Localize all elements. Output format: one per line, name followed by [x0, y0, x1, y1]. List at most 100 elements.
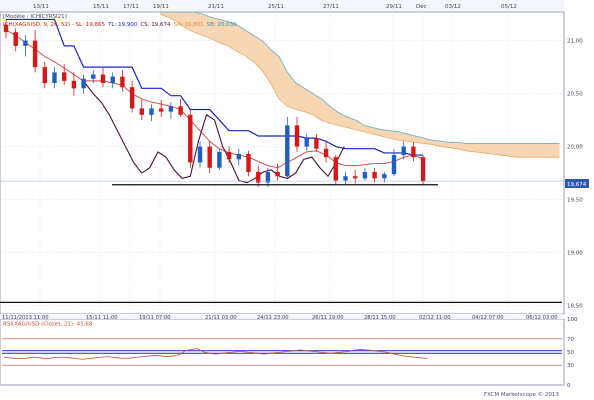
bottom-date-label: 04/12 07:00 [472, 315, 504, 321]
rsi-line [3, 348, 428, 360]
y-tick-label: 21,00 [567, 39, 583, 45]
candle-body [275, 172, 280, 177]
legend-cs: CS: 19,674 [140, 22, 171, 28]
candle-body [32, 40, 38, 68]
bottom-date-label: 24/11 23:00 [257, 315, 289, 321]
bottom-date-label: 11/11/2013 11:00 [2, 315, 49, 321]
last-price-marker [565, 179, 589, 188]
candle-body [52, 72, 57, 83]
rsi-plot [2, 338, 562, 366]
grid [2, 12, 562, 314]
top-date-label: 13/11 [33, 4, 49, 10]
legend-ichimoku-sl: ICH(XAG/USD, 9, 26, 52) - SL: 19,865 [3, 22, 106, 28]
legend-sb: SB: 20,030 [207, 22, 238, 28]
candle-body [129, 87, 135, 109]
senkou-b-line [160, 11, 560, 144]
candle-body [353, 176, 358, 179]
rsi-tick-label: 50 [567, 350, 574, 356]
candle-body [265, 172, 271, 183]
top-date-label: 05/12 [501, 4, 517, 10]
top-date-label: 29/11 [386, 4, 402, 10]
rsi-tick-label: 100 [567, 317, 578, 323]
candle-body [3, 24, 9, 33]
candle-body [217, 151, 222, 168]
legend-ichimoku: ICH(XAG/USD, 9, 26, 52) - SL: 19,865 TL: … [3, 22, 237, 28]
candle-body [159, 108, 164, 112]
chikou-line [84, 82, 345, 184]
horizontal-levels [0, 180, 564, 303]
bottom-date-label: 28/11 15:00 [364, 315, 396, 321]
candle-body [362, 172, 368, 179]
bottom-date-label: 15/11 11:00 [86, 315, 118, 321]
senkou-a-line [159, 13, 560, 158]
y-tick-label: 19,50 [567, 198, 583, 204]
candle-body [139, 108, 144, 115]
candle-body [420, 157, 426, 182]
y-tick-label: 19,00 [567, 251, 583, 257]
top-date-label: 25/11 [268, 4, 284, 10]
bottom-date-label: 06/12 03:00 [526, 315, 558, 321]
candles [3, 19, 426, 187]
price-panel[interactable] [0, 11, 565, 315]
bottom-date-label: 19/11 07:00 [139, 315, 171, 321]
tenkan-line [5, 29, 424, 169]
top-date-label: 21/11 [208, 4, 224, 10]
candle-body [81, 78, 86, 89]
y-tick-label: 20,00 [567, 145, 583, 151]
candle-body [197, 146, 203, 163]
ichimoku-cloud [159, 11, 560, 158]
candle-body [100, 74, 106, 83]
legend-tl: TL: 19,900 [107, 22, 138, 28]
candle-body [71, 80, 77, 89]
bottom-date-label: 26/11 19:00 [312, 315, 344, 321]
rsi-tick-label: 70 [567, 337, 574, 343]
candle-body [13, 32, 18, 46]
kijun-line [6, 18, 424, 156]
candle-body [382, 174, 387, 179]
y-tick-label: 18,50 [567, 304, 583, 310]
candle-body [304, 138, 309, 147]
candle-body [256, 172, 261, 183]
candle-body [91, 74, 96, 79]
y-tick-label: 20,50 [567, 92, 583, 98]
candle-body [42, 67, 47, 83]
top-date-label: Dec [416, 4, 427, 10]
candle-body [207, 146, 212, 168]
candle-body [120, 76, 125, 88]
axis-labels: 21,00 20,50 20,00 19,50 19,00 18,50 13/11 15/11… [2, 4, 583, 389]
candle-body [62, 72, 67, 81]
candle-body [168, 106, 174, 112]
candle-body [411, 146, 416, 158]
candle-body [236, 153, 241, 160]
top-date-label: 17/11 [123, 4, 139, 10]
candle-body [372, 172, 377, 179]
candle-body [343, 176, 348, 181]
top-date-label: 27/11 [323, 4, 339, 10]
indicator-lines [5, 18, 424, 184]
candle-body [246, 153, 251, 173]
rsi-tick-label: 30 [567, 363, 574, 369]
candle-body [110, 76, 115, 83]
candle-body [391, 155, 397, 175]
top-date-label: 19/11 [153, 4, 169, 10]
bottom-date-label: 21/11 03:00 [205, 315, 237, 321]
candle-body [226, 151, 232, 160]
last-price-label: 19,674 [567, 182, 587, 188]
candle-body [23, 40, 28, 46]
footer-credit: FXCM Marketscope © 2013 [484, 391, 559, 398]
candle-body [294, 125, 300, 147]
candle-body [285, 125, 290, 177]
rsi-legend: RSI(XAG/USD (Close), 21): 41,68 [3, 322, 93, 328]
bottom-date-strip [0, 314, 564, 319]
candle-body [188, 114, 193, 163]
top-date-label: 03/12 [445, 4, 461, 10]
candle-body [149, 108, 154, 115]
bottom-date-label: 02/12 11:00 [419, 315, 451, 321]
top-date-strip [0, 0, 564, 11]
candle-body [178, 106, 183, 115]
candle-body [333, 157, 338, 181]
top-date-label: 15/11 [93, 4, 109, 10]
cloud-fill [160, 12, 560, 158]
